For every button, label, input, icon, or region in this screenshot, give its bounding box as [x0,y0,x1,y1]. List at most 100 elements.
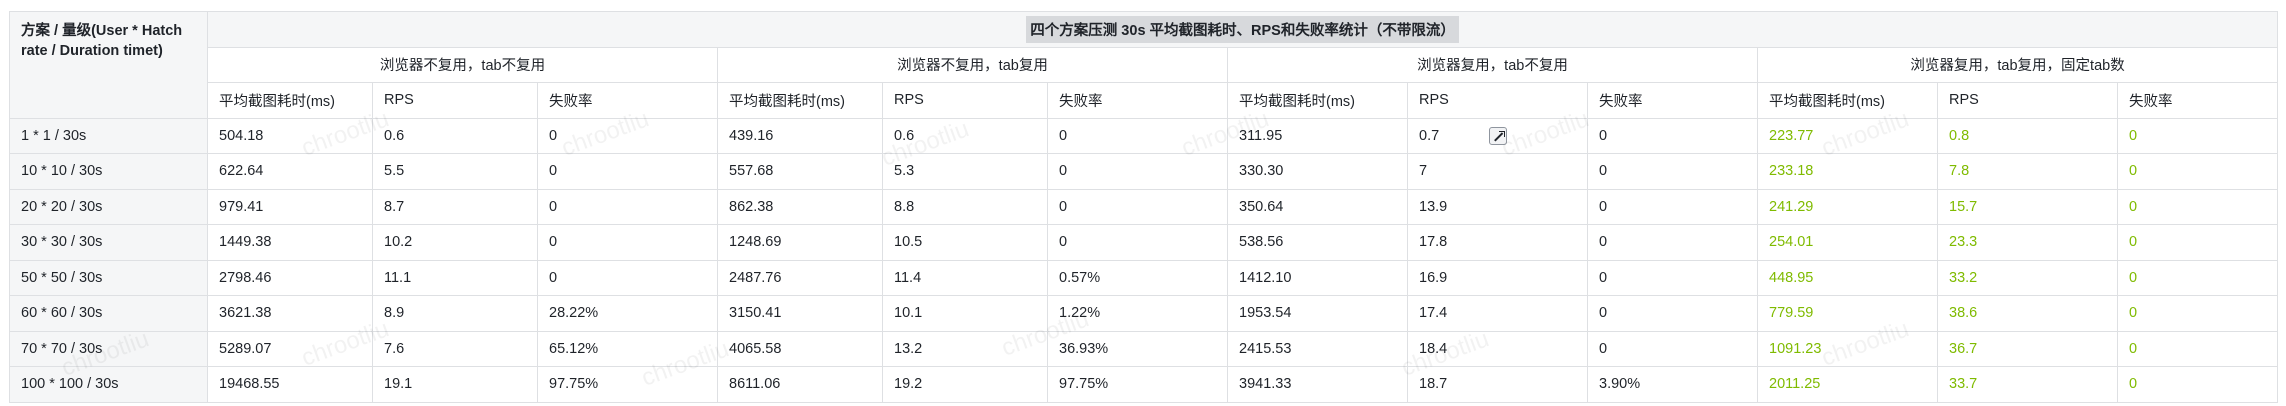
group-header-1: 浏览器不复用，tab不复用 [207,46,718,83]
table-cell: 2487.76 [717,259,883,296]
cell-value: 5.3 [894,163,915,180]
cell-value: 7 [1419,163,1428,180]
cell-value: 448.95 [1769,269,1814,286]
row-label: 1 * 1 / 30s [9,117,208,154]
row-label: 20 * 20 / 30s [9,188,208,225]
row-label: 100 * 100 / 30s [9,366,208,403]
group-header-2: 浏览器不复用，tab复用 [717,46,1228,83]
table-cell: 10.1 [882,295,1048,332]
cell-value: 0.6 [894,127,915,144]
table-cell: 3150.41 [717,295,883,332]
cell-value: 16.9 [1419,269,1448,286]
cell-value: 0 [549,127,558,144]
table-cell: 0 [2116,330,2279,367]
table-cell: 2415.53 [1227,330,1408,367]
cell-value: 0 [1059,234,1068,251]
cell-value: 0 [1599,305,1608,322]
cell-value: 862.38 [729,198,774,215]
metric-header: RPS [372,82,538,119]
cell-value: 0 [2129,340,2138,357]
cell-value: 2487.76 [729,269,782,286]
table-row: 10 * 10 / 30s 622.64 5.5 0 557.68 5.3 0 330.30 7… [9,153,2279,190]
table-cell: 10.2 [372,224,538,261]
cell-value: 7.8 [1949,163,1970,180]
cell-value: 10.2 [384,234,413,251]
table-cell: 0.8 [1937,117,2118,154]
table-cell: 330.30 [1227,153,1408,190]
table-cell: 0.6 [882,117,1048,154]
cell-value: 19468.55 [219,376,280,393]
table-cell: 0 [2116,188,2279,225]
cell-value: 0 [2129,127,2138,144]
metric-header: 失败率 [1047,82,1228,119]
table-cell: 8611.06 [717,366,883,403]
cell-value: 36.7 [1949,340,1978,357]
cell-value: 4065.58 [729,340,782,357]
cell-value: 350.64 [1239,198,1284,215]
cell-value: 557.68 [729,163,774,180]
table-cell: 439.16 [717,117,883,154]
cell-value: 0.7 [1419,127,1440,144]
table-cell: 33.2 [1937,259,2118,296]
cell-value: 233.18 [1769,163,1814,180]
metric-header: 失败率 [2116,82,2279,119]
table-cell: 0 [1587,259,1758,296]
table-cell: 0 [1587,330,1758,367]
table-cell: 979.41 [207,188,373,225]
cell-value: 3.90% [1599,376,1641,393]
table-cell: 0 [1047,153,1228,190]
cell-value: 2415.53 [1239,340,1292,357]
cell-value: 538.56 [1239,234,1284,251]
cell-value: 0 [1599,163,1608,180]
table-cell: 0 [1587,224,1758,261]
table-caption-cell: 四个方案压测 30s 平均截图耗时、RPS和失败率统计（不带限流） [206,11,2279,48]
cell-value: 65.12% [549,340,599,357]
cell-value: 17.4 [1419,305,1448,322]
cell-value: 17.8 [1419,234,1448,251]
table-cell: 448.95 [1757,259,1938,296]
cell-value: 0 [549,163,558,180]
metric-header: RPS [882,82,1048,119]
resize-icon[interactable] [1489,126,1508,145]
cell-value: 97.75% [1059,376,1109,393]
table-cell: 1248.69 [717,224,883,261]
cell-value: 13.2 [894,340,923,357]
cell-value: 241.29 [1769,198,1814,215]
cell-value: 0 [549,269,558,286]
cell-value: 1.22% [1059,305,1101,322]
table-cell: 5.3 [882,153,1048,190]
table-row: 1 * 1 / 30s 504.18 0.6 0 439.16 0.6 0 311.95 0.7… [9,117,2279,154]
table-cell: 1091.23 [1757,330,1938,367]
cell-value: 13.9 [1419,198,1448,215]
benchmark-table: 方案 / 量级(User * Hatch rate / Duration tim… [9,11,2279,403]
cell-value: 0 [549,234,558,251]
table-cell: 19.2 [882,366,1048,403]
cell-value: 223.77 [1769,127,1814,144]
table-cell: 0 [1047,188,1228,225]
cell-value: 1953.54 [1239,305,1292,322]
cell-value: 504.18 [219,127,264,144]
table-cell: 33.7 [1937,366,2118,403]
table-cell: 0.6 [372,117,538,154]
table-cell: 1953.54 [1227,295,1408,332]
table-cell: 0 [537,259,718,296]
cell-value: 19.1 [384,376,413,393]
table-caption: 四个方案压测 30s 平均截图耗时、RPS和失败率统计（不带限流） [1026,15,1459,43]
table-cell: 0 [1047,224,1228,261]
table-cell: 3.90% [1587,366,1758,403]
cell-value: 0 [1059,198,1068,215]
table-row: 70 * 70 / 30s 5289.07 7.6 65.12% 4065.58 13.2… [9,330,2279,367]
cell-value: 19.2 [894,376,923,393]
table-cell: 15.7 [1937,188,2118,225]
cell-value: 38.6 [1949,305,1978,322]
table-cell: 0 [1587,295,1758,332]
cell-value: 23.3 [1949,234,1978,251]
table-cell: 97.75% [1047,366,1228,403]
metric-header: 平均截图耗时(ms) [717,82,883,119]
cell-value: 439.16 [729,127,774,144]
cell-value: 10.5 [894,234,923,251]
table-cell: 13.2 [882,330,1048,367]
group-header-3: 浏览器复用，tab不复用 [1227,46,1758,83]
table-cell: 17.8 [1407,224,1588,261]
cell-value: 0.6 [384,127,405,144]
